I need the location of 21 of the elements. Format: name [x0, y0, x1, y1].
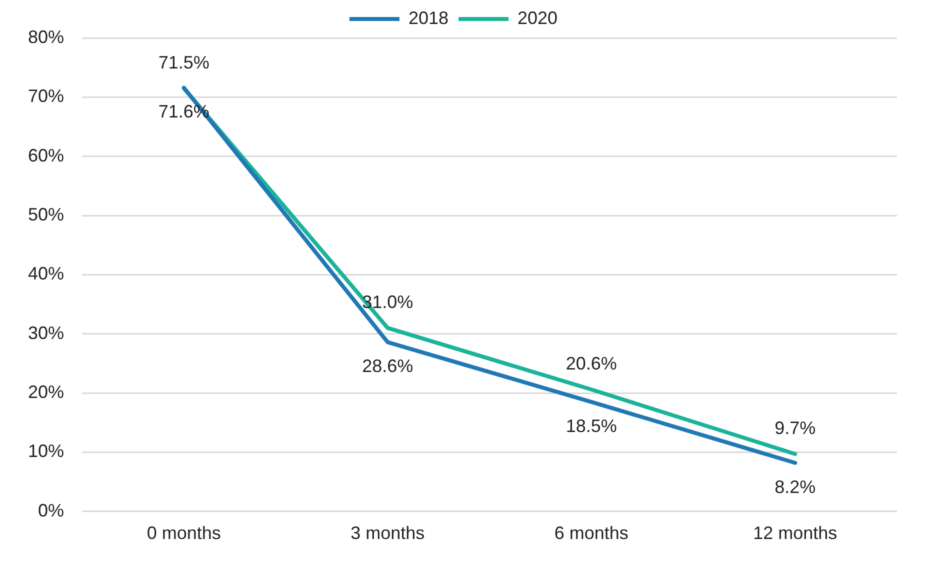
y-tick-label: 70% [28, 86, 64, 106]
x-tick-label: 0 months [146, 523, 221, 544]
y-tick-label: 50% [28, 204, 64, 224]
x-tick-label: 12 months [753, 523, 838, 544]
legend-label: 2018 [408, 8, 449, 28]
y-tick-label: 10% [28, 441, 64, 462]
y-tick-label: 60% [28, 145, 64, 166]
data-label: 9.7% [774, 418, 816, 438]
y-tick-label: 30% [28, 322, 64, 343]
legend-label: 2020 [518, 8, 558, 28]
data-label: 28.6% [362, 356, 414, 376]
data-label: 71.5% [158, 52, 210, 72]
y-tick-label: 20% [28, 382, 64, 402]
x-tick-label: 3 months [350, 523, 425, 544]
y-tick-label: 0% [38, 500, 64, 520]
y-tick-label: 80% [28, 26, 64, 47]
data-label: 8.2% [774, 476, 816, 497]
data-label: 20.6% [566, 353, 617, 374]
data-label: 18.5% [566, 416, 617, 436]
y-tick-label: 40% [28, 264, 64, 284]
x-tick-label: 6 months [554, 523, 628, 544]
